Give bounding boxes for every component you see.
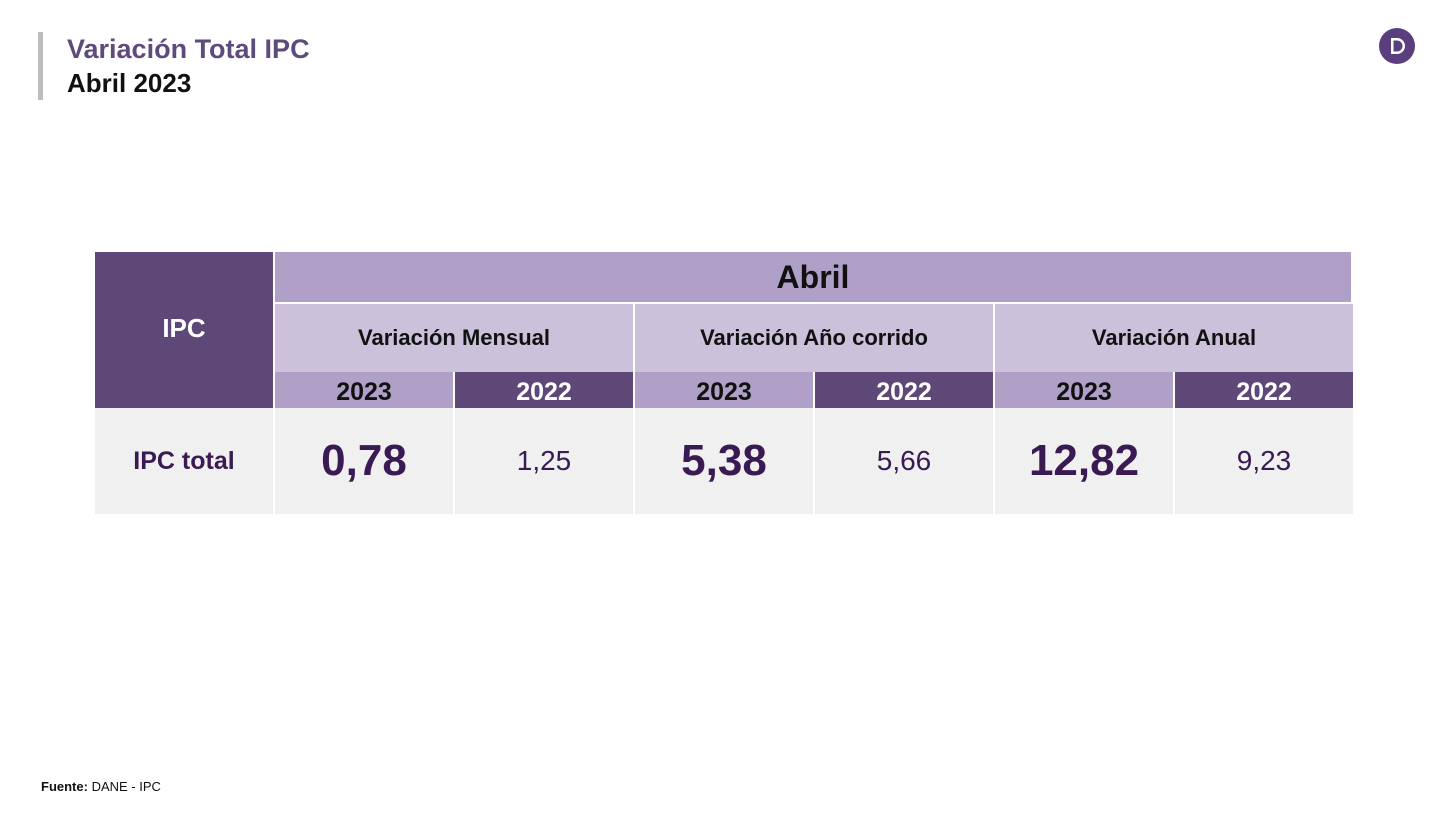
year-header: 2023 xyxy=(993,372,1173,408)
year-header: 2023 xyxy=(273,372,453,408)
page-subtitle: Abril 2023 xyxy=(67,68,192,98)
value-anual-2023: 12,82 xyxy=(993,408,1173,514)
year-header: 2023 xyxy=(633,372,813,408)
dane-logo-icon xyxy=(1379,28,1415,64)
row-label-ipc-total: IPC total xyxy=(95,408,273,514)
group-header-mensual: Variación Mensual xyxy=(273,302,633,372)
value-ano-corrido-2023: 5,38 xyxy=(633,408,813,514)
value-mensual-2023: 0,78 xyxy=(273,408,453,514)
ipc-table: IPC Abril Variación Mensual Variación Añ… xyxy=(95,252,1353,514)
source-value: DANE - IPC xyxy=(87,779,161,794)
value-ano-corrido-2022: 5,66 xyxy=(813,408,993,514)
page-title: Variación Total IPC xyxy=(67,34,310,64)
group-header-ano-corrido: Variación Año corrido xyxy=(633,302,993,372)
title-accent-bar xyxy=(38,32,43,100)
source-label: Fuente: xyxy=(41,779,88,794)
year-header: 2022 xyxy=(453,372,633,408)
group-header-anual: Variación Anual xyxy=(993,302,1353,372)
value-mensual-2022: 1,25 xyxy=(453,408,633,514)
value-anual-2022: 9,23 xyxy=(1173,408,1353,514)
year-header: 2022 xyxy=(813,372,993,408)
month-header: Abril xyxy=(273,252,1351,302)
year-header: 2022 xyxy=(1173,372,1353,408)
row-header-ipc: IPC xyxy=(95,252,273,408)
source-note: Fuente: DANE - IPC xyxy=(41,779,161,794)
